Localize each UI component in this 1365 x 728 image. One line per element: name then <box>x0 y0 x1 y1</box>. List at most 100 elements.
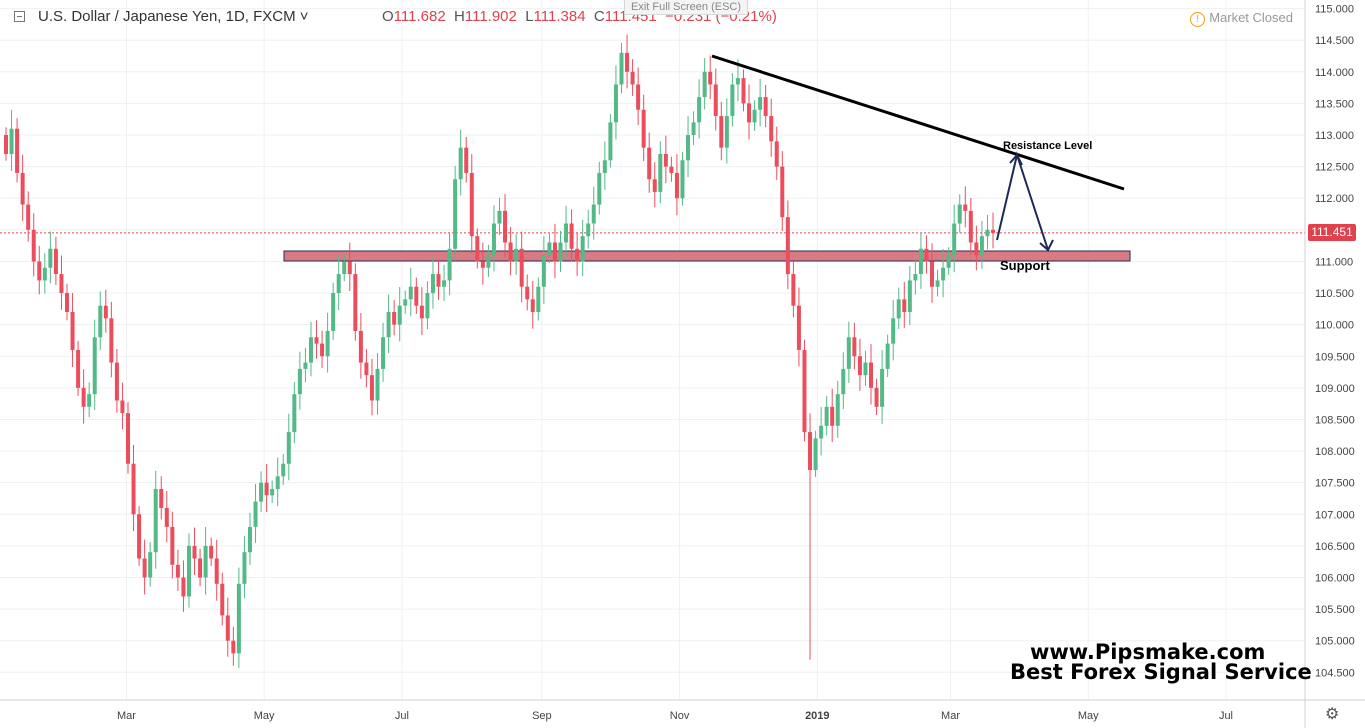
x-tick-label: Mar <box>117 710 136 722</box>
candle-body <box>297 368 302 395</box>
chevron-down-icon[interactable]: ˅ <box>299 8 309 25</box>
candle-body <box>214 558 219 584</box>
candle-body <box>64 293 69 313</box>
candle-body <box>619 52 624 85</box>
candle-body <box>475 236 480 262</box>
symbol-title[interactable]: U.S. Dollar / Japanese Yen, 1D, FXCM ˅ <box>38 8 309 25</box>
candle-body <box>719 116 724 148</box>
x-tick-label: Mar <box>941 710 960 722</box>
candle-body <box>369 375 374 401</box>
candle-body <box>935 280 940 287</box>
y-tick-label: 108.000 <box>1315 446 1355 458</box>
candle-body <box>663 153 668 167</box>
y-tick-label: 112.500 <box>1315 162 1354 174</box>
candle-body <box>652 179 657 192</box>
time-axis[interactable]: Mar May Jul Sep Nov 2019 Mar May Jul <box>0 699 1365 722</box>
candle-body <box>486 255 491 268</box>
support-zone <box>283 250 1131 262</box>
candle-body <box>353 274 358 331</box>
exit-fullscreen-button[interactable]: Exit Full Screen (ESC) <box>624 0 748 15</box>
candle-body <box>586 223 591 237</box>
candle-body <box>408 286 413 300</box>
candle-body <box>392 312 397 325</box>
candle-body <box>453 179 458 249</box>
candle-body <box>941 267 946 281</box>
candle-body <box>697 97 702 123</box>
candle-body <box>125 413 130 464</box>
candle-body <box>92 337 97 395</box>
brand-url: www.Pipsmake.com <box>1030 640 1266 664</box>
gear-icon[interactable]: ⚙ <box>1325 706 1340 723</box>
candle-body <box>769 116 774 142</box>
candle-body <box>636 84 641 110</box>
candle-body <box>137 514 142 559</box>
candle-body <box>436 274 441 287</box>
candle-body <box>336 274 341 294</box>
candle-body <box>442 280 447 287</box>
y-tick-label: 106.500 <box>1315 541 1355 553</box>
candle-body <box>192 545 197 559</box>
x-tick-label: 2019 <box>805 710 829 722</box>
candle-body <box>785 217 790 275</box>
candle-body <box>48 248 53 268</box>
candle-body <box>447 248 452 281</box>
candle-body <box>220 583 225 616</box>
price-axis[interactable]: 115.000 114.500 114.000 113.500 113.000 112.5… <box>1304 0 1355 728</box>
y-tick-label: 109.500 <box>1315 351 1355 363</box>
candle-body <box>286 432 291 464</box>
open-value: 111.682 <box>393 8 446 25</box>
candle-body <box>708 71 713 85</box>
candle-body <box>209 545 214 559</box>
candle-body <box>242 552 247 584</box>
candle-body <box>314 337 319 344</box>
candle-body <box>275 476 280 489</box>
candle-body <box>270 488 275 496</box>
candle-body <box>103 305 108 319</box>
y-tick-label: 107.500 <box>1315 478 1355 490</box>
candle-body <box>541 255 546 287</box>
candle-body <box>358 330 363 363</box>
candle-body <box>225 615 230 641</box>
candle-body <box>846 337 851 369</box>
candle-body <box>303 362 308 369</box>
candle-body <box>774 141 779 167</box>
candle-body <box>347 261 352 275</box>
candle-body <box>26 204 31 230</box>
y-tick-label: 106.000 <box>1315 572 1355 584</box>
y-tick-label: 107.000 <box>1315 509 1355 521</box>
candle-body <box>691 122 696 136</box>
candle-body <box>918 248 923 275</box>
candle-body <box>508 242 513 262</box>
candle-body <box>564 223 569 243</box>
candle-body <box>153 488 158 553</box>
candle-body <box>203 545 208 578</box>
candle-body <box>76 349 81 388</box>
candle-body <box>281 463 286 477</box>
candle-body <box>425 293 430 319</box>
x-tick-label: Jul <box>1219 710 1233 722</box>
candle-body <box>791 274 796 306</box>
candle-body <box>469 172 474 237</box>
candle-body <box>968 210 973 243</box>
candle-body <box>31 229 36 262</box>
candle-body <box>148 552 153 578</box>
candle-body <box>259 482 264 502</box>
candle-body <box>913 274 918 281</box>
candle-body <box>497 210 502 224</box>
y-tick-label: 115.000 <box>1315 4 1354 16</box>
candle-body <box>503 210 508 243</box>
candle-body <box>979 236 984 256</box>
candle-body <box>430 274 435 294</box>
candle-body <box>819 425 824 439</box>
collapse-icon[interactable] <box>14 11 25 22</box>
candle-body <box>963 204 968 211</box>
candle-body <box>98 305 103 338</box>
symbol-label: U.S. Dollar / Japanese Yen, 1D, FXCM <box>38 8 296 25</box>
candle-body <box>796 305 801 350</box>
candle-body <box>81 387 86 407</box>
candle-body <box>15 128 20 173</box>
candle-body <box>686 135 691 161</box>
candle-body <box>669 166 674 173</box>
candle-body <box>625 52 630 72</box>
